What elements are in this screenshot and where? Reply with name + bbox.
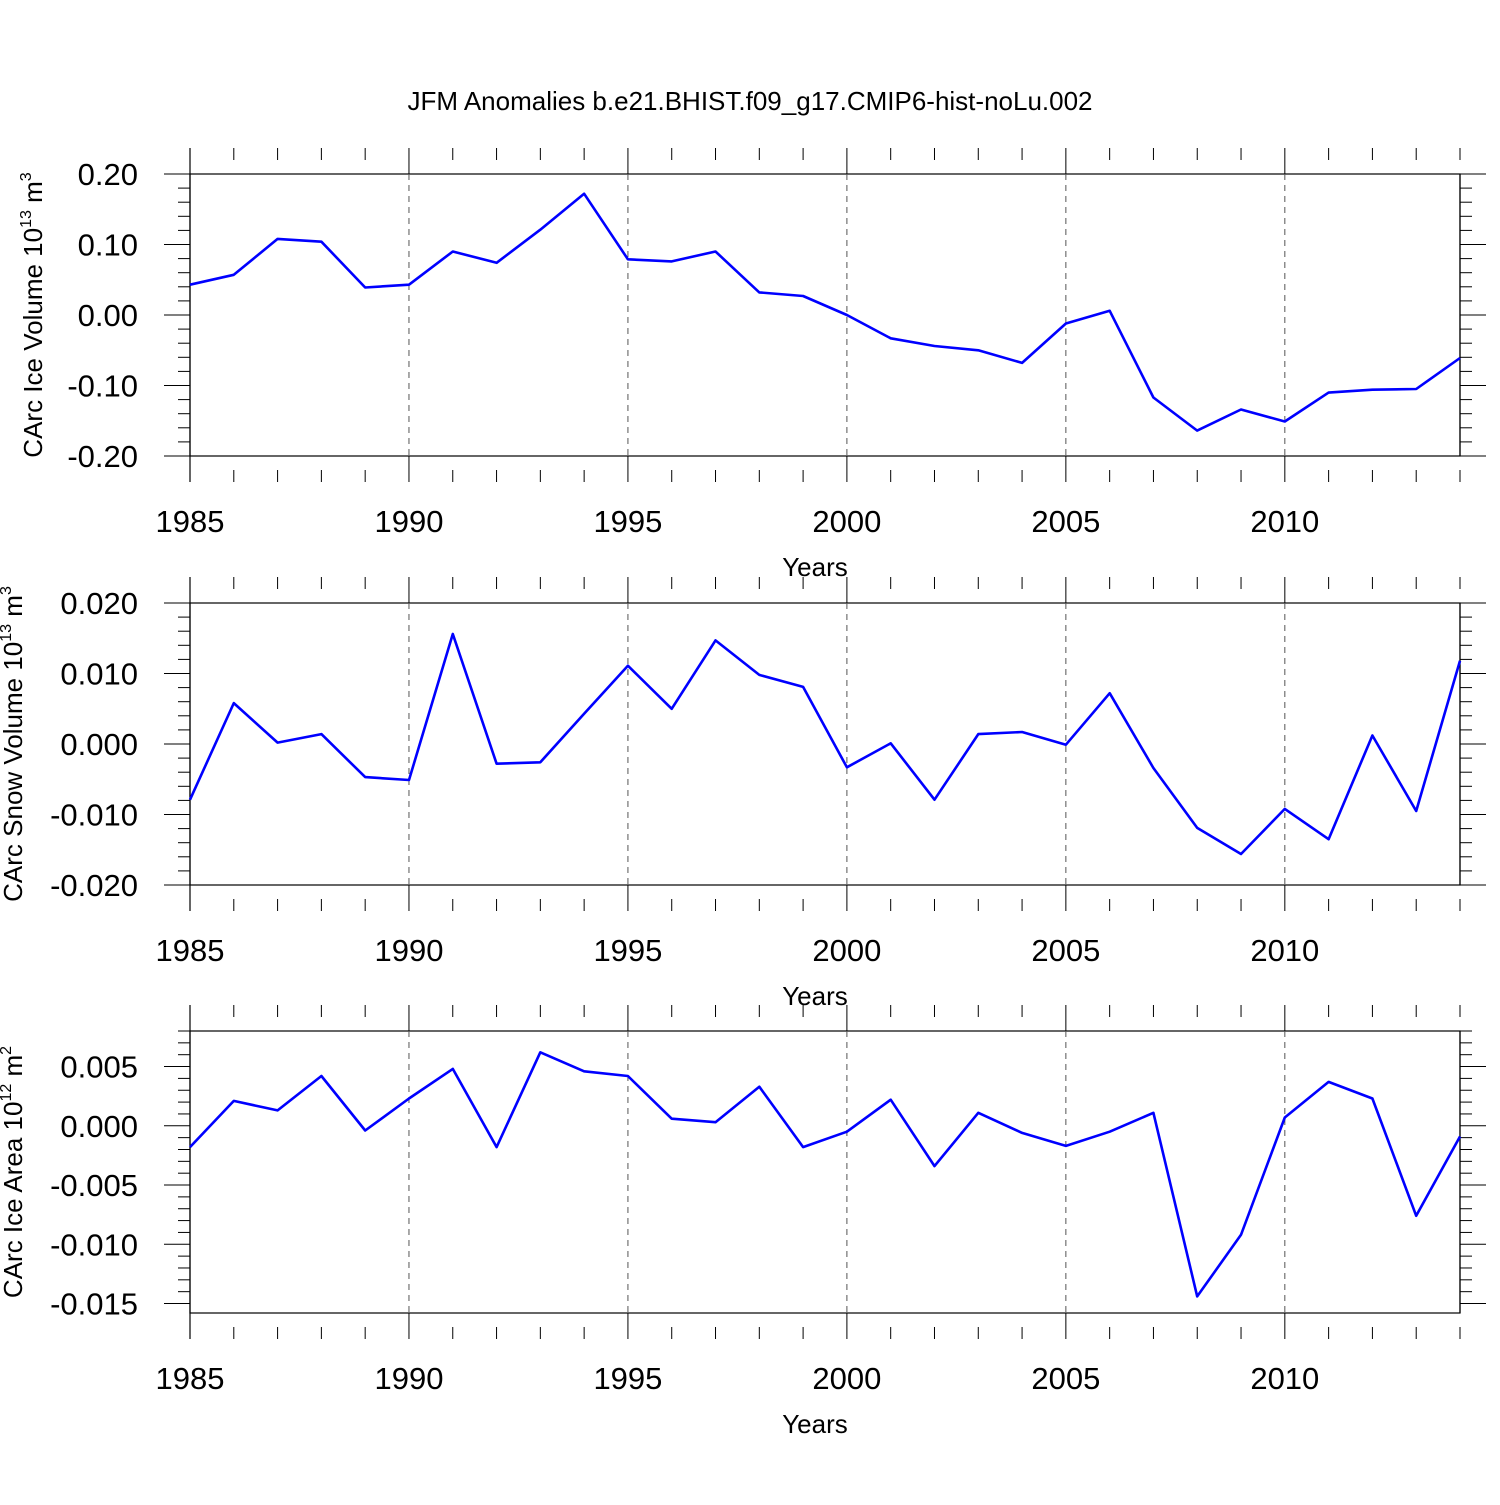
y-tick-label: 0.20 bbox=[78, 157, 138, 192]
y-tick-label: 0.005 bbox=[60, 1050, 138, 1085]
chart-panel-3: 1985 1990 1995 2000 2005 2010 Years 0.005 0.000 -… bbox=[0, 1005, 1486, 1439]
figure-title: JFM Anomalies b.e21.BHIST.f09_g17.CMIP6-… bbox=[407, 86, 1092, 116]
x-tick-label: 1985 bbox=[156, 1361, 225, 1396]
y-tick-label: -0.010 bbox=[50, 798, 138, 833]
series-line bbox=[189, 192, 1461, 432]
plot-frame bbox=[189, 602, 1461, 886]
y-tick-label: -0.10 bbox=[67, 369, 138, 404]
x-tick-label: 1995 bbox=[593, 504, 662, 539]
y-axis-label: CArc Snow Volume 1013 m3 bbox=[0, 586, 28, 902]
x-tick-label: 2005 bbox=[1031, 933, 1100, 968]
y-axis-label: CArc Ice Area 1012 m2 bbox=[0, 1046, 28, 1298]
x-axis-label: Years bbox=[782, 552, 848, 582]
x-tick-label: 2010 bbox=[1250, 1361, 1319, 1396]
y-tick-label: 0.10 bbox=[78, 228, 138, 263]
x-tick-label: 1985 bbox=[156, 504, 225, 539]
y-tick-label: 0.00 bbox=[78, 298, 138, 333]
x-tick-label: 2005 bbox=[1031, 1361, 1100, 1396]
x-tick-label: 2000 bbox=[812, 933, 881, 968]
x-tick-label: 2000 bbox=[812, 1361, 881, 1396]
y-tick-label: 0.010 bbox=[60, 657, 138, 692]
series-line bbox=[188, 632, 1462, 856]
plot-frame bbox=[189, 173, 1461, 457]
y-tick-label: 0.000 bbox=[60, 1109, 138, 1144]
chart-panel-2: 1985 1990 1995 2000 2005 2010 Years 0.020 0.010 0… bbox=[0, 577, 1486, 1011]
x-tick-label: 2005 bbox=[1031, 504, 1100, 539]
x-tick-label: 2000 bbox=[812, 504, 881, 539]
y-tick-label: 0.020 bbox=[60, 586, 138, 621]
x-tick-label: 1985 bbox=[156, 933, 225, 968]
x-axis-label: Years bbox=[782, 1409, 848, 1439]
series-line bbox=[189, 1051, 1462, 1298]
x-tick-label: 1995 bbox=[593, 933, 662, 968]
y-tick-label: -0.005 bbox=[50, 1168, 138, 1203]
x-axis-label: Years bbox=[782, 981, 848, 1011]
chart-panel-1: 1985 1990 1995 2000 2005 2010 Years 0.20 0.10 0.0… bbox=[18, 148, 1486, 582]
y-tick-label: -0.015 bbox=[50, 1287, 138, 1322]
plot-frame bbox=[189, 1030, 1461, 1314]
y-tick-label: -0.020 bbox=[50, 868, 138, 903]
x-tick-label: 1990 bbox=[374, 504, 443, 539]
x-tick-label: 1990 bbox=[374, 1361, 443, 1396]
y-axis-label: CArc Ice Volume 1013 m3 bbox=[18, 172, 48, 457]
x-tick-label: 1990 bbox=[374, 933, 443, 968]
y-tick-label: 0.000 bbox=[60, 727, 138, 762]
x-tick-label: 2010 bbox=[1250, 504, 1319, 539]
y-tick-label: -0.010 bbox=[50, 1227, 138, 1262]
y-tick-label: -0.20 bbox=[67, 439, 138, 474]
x-tick-label: 1995 bbox=[593, 1361, 662, 1396]
x-tick-label: 2010 bbox=[1250, 933, 1319, 968]
